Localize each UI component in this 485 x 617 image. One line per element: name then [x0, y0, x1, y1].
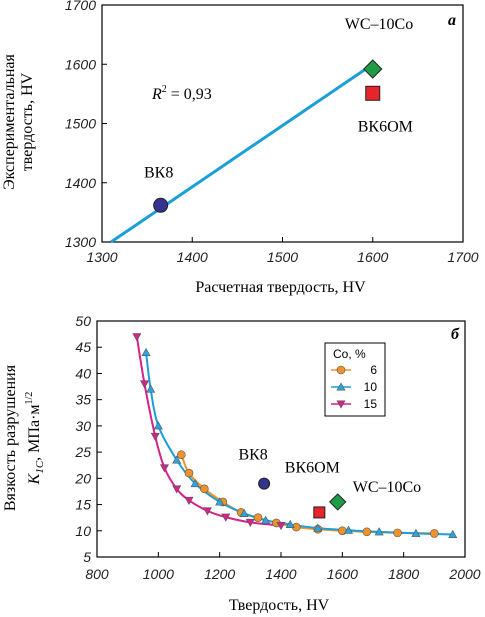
panel-b-series-point-15	[245, 518, 255, 528]
panel-a-label: a	[448, 12, 456, 29]
panel-a-y-axis-label-line1: Экспериментальная	[1, 53, 18, 189]
panel-a-x-axis-label: Расчетная твердость, HV	[195, 279, 366, 296]
panel-b-y-axis-label-line1: Вязкость разрушения	[2, 364, 19, 511]
panel-a-x-tick-label: 1400	[177, 249, 208, 265]
panel-a-data-point	[153, 197, 169, 213]
panel-a-point-label: WC–10Co	[345, 16, 413, 33]
panel-b-series-point-10	[239, 508, 249, 517]
panel-b-series-line-15	[135, 336, 282, 527]
panel-b-y-tick-label: 40	[75, 365, 91, 381]
panel-b-series-point-15	[172, 485, 182, 494]
panel-b-plot-frame	[96, 320, 466, 558]
panel-b-x-tick-label: 1600	[327, 566, 358, 582]
panel-b-x-tick-label: 800	[85, 566, 109, 582]
panel-b-series-point-10	[313, 523, 323, 532]
panel-a-data-point	[363, 59, 383, 79]
panel-b-series-point-6	[393, 528, 402, 538]
panel-b-series-point-10	[215, 497, 225, 506]
panel-a-x-tick-label: 1700	[447, 249, 478, 265]
panel-b-series-point-6	[362, 527, 372, 537]
panel-b-series-point-15	[140, 380, 150, 389]
panel-b-y-tick-label: 25	[74, 444, 91, 460]
panel-b-series-point-10	[190, 478, 200, 488]
panel-a-y-axis-label-line2: твердость, HV	[19, 72, 36, 171]
panel-b-series-point-10	[285, 519, 295, 528]
panel-b-series-point-10	[374, 527, 384, 536]
panel-b-legend-swatch-marker	[336, 400, 346, 409]
panel-b-x-tick-label: 1800	[388, 566, 419, 582]
panel-b-series-point-15	[202, 507, 212, 516]
panel-a-point-label: ВК6ОМ	[358, 118, 413, 135]
panel-b-x-axis-label: Твердость, HV	[229, 597, 330, 614]
panel-b-series-point-6	[430, 529, 439, 538]
panel-b-series-point-10	[141, 347, 151, 356]
panel-b-x-tick-label: 1400	[265, 566, 296, 582]
panel-b-y-tick-label: 35	[75, 392, 91, 408]
panel-b-series-point-10	[343, 525, 353, 534]
panel-a-x-tick-label: 1600	[357, 249, 388, 265]
panel-b-series-point-10	[172, 455, 182, 464]
panel-b-series-point-6	[184, 468, 194, 478]
panel-b-x-tick-label: 1000	[143, 566, 174, 582]
panel-a-data-point	[365, 85, 381, 101]
panel-b-y-tick-label: 20	[74, 470, 91, 486]
panel-a-y-tick-label: 1600	[65, 56, 96, 72]
panel-b-series-line-10	[145, 352, 453, 536]
panel-b-data-point	[329, 493, 347, 511]
panel-b-series-point-10	[448, 529, 458, 538]
panel-b-data-point	[258, 477, 271, 490]
panel-b-y-tick-label: 30	[75, 418, 91, 434]
panel-b-y-tick-label: 5	[83, 549, 91, 565]
panel-b-y-axis-label-line2: K1C, МПа·м1/2	[24, 392, 46, 486]
panel-b-series-point-6	[253, 513, 263, 522]
panel-a-x-tick-label: 1500	[267, 249, 298, 265]
panel-b-y-tick-label: 50	[75, 313, 91, 329]
panel-b-series-point-15	[159, 464, 169, 473]
panel-b-y-tick-label: 10	[75, 523, 91, 539]
panel-b-legend-entry: 15	[364, 397, 378, 411]
panel-a-x-tick-label: 1300	[86, 249, 117, 265]
panel-a-r2-annotation: R2 = 0,93	[151, 84, 212, 103]
panel-a-y-tick-label: 1500	[65, 116, 96, 132]
panel-b-series-point-6	[200, 484, 209, 494]
panel-a-y-tick-label: 1300	[65, 234, 96, 250]
panel-b-legend-entry: 10	[364, 380, 378, 394]
panel-b-label: б	[451, 326, 460, 343]
panel-b-legend-title: Co, %	[333, 347, 366, 361]
panel-b-x-tick-label: 1200	[204, 566, 235, 582]
panel-b-series-point-10	[261, 515, 271, 524]
panel-b-series-point-10	[146, 384, 156, 393]
panel-b-series-point-10	[153, 421, 163, 430]
panel-b-data-point	[313, 506, 326, 519]
panel-b-point-label: WC–10Co	[353, 479, 421, 496]
panel-b-legend-swatch-marker	[336, 365, 346, 375]
panel-b-point-label: ВК8	[238, 447, 267, 464]
panel-b-y-tick-label: 45	[75, 339, 91, 355]
panel-b-series-point-6	[177, 450, 186, 460]
panel-b-series-point-10	[411, 528, 421, 537]
panel-b-series-point-15	[276, 522, 286, 531]
panel-b-point-label: ВК6ОМ	[285, 459, 340, 476]
panel-a-fit-line	[110, 63, 374, 244]
panel-a-point-label: ВК8	[144, 164, 173, 181]
panel-b-series-point-15	[221, 513, 231, 522]
panel-a-y-tick-label: 1400	[65, 175, 96, 191]
panel-b-series-point-15	[150, 432, 160, 441]
panel-a-y-tick-label: 1700	[65, 0, 96, 13]
panel-b-series-point-15	[184, 496, 194, 505]
panel-b-legend-entry: 6	[370, 363, 377, 377]
panel-b-legend-swatch-marker	[336, 382, 346, 391]
panel-b-series-point-15	[132, 333, 142, 342]
panel-b-y-tick-label: 15	[75, 497, 91, 513]
panel-b-x-tick-label: 2000	[448, 566, 480, 582]
